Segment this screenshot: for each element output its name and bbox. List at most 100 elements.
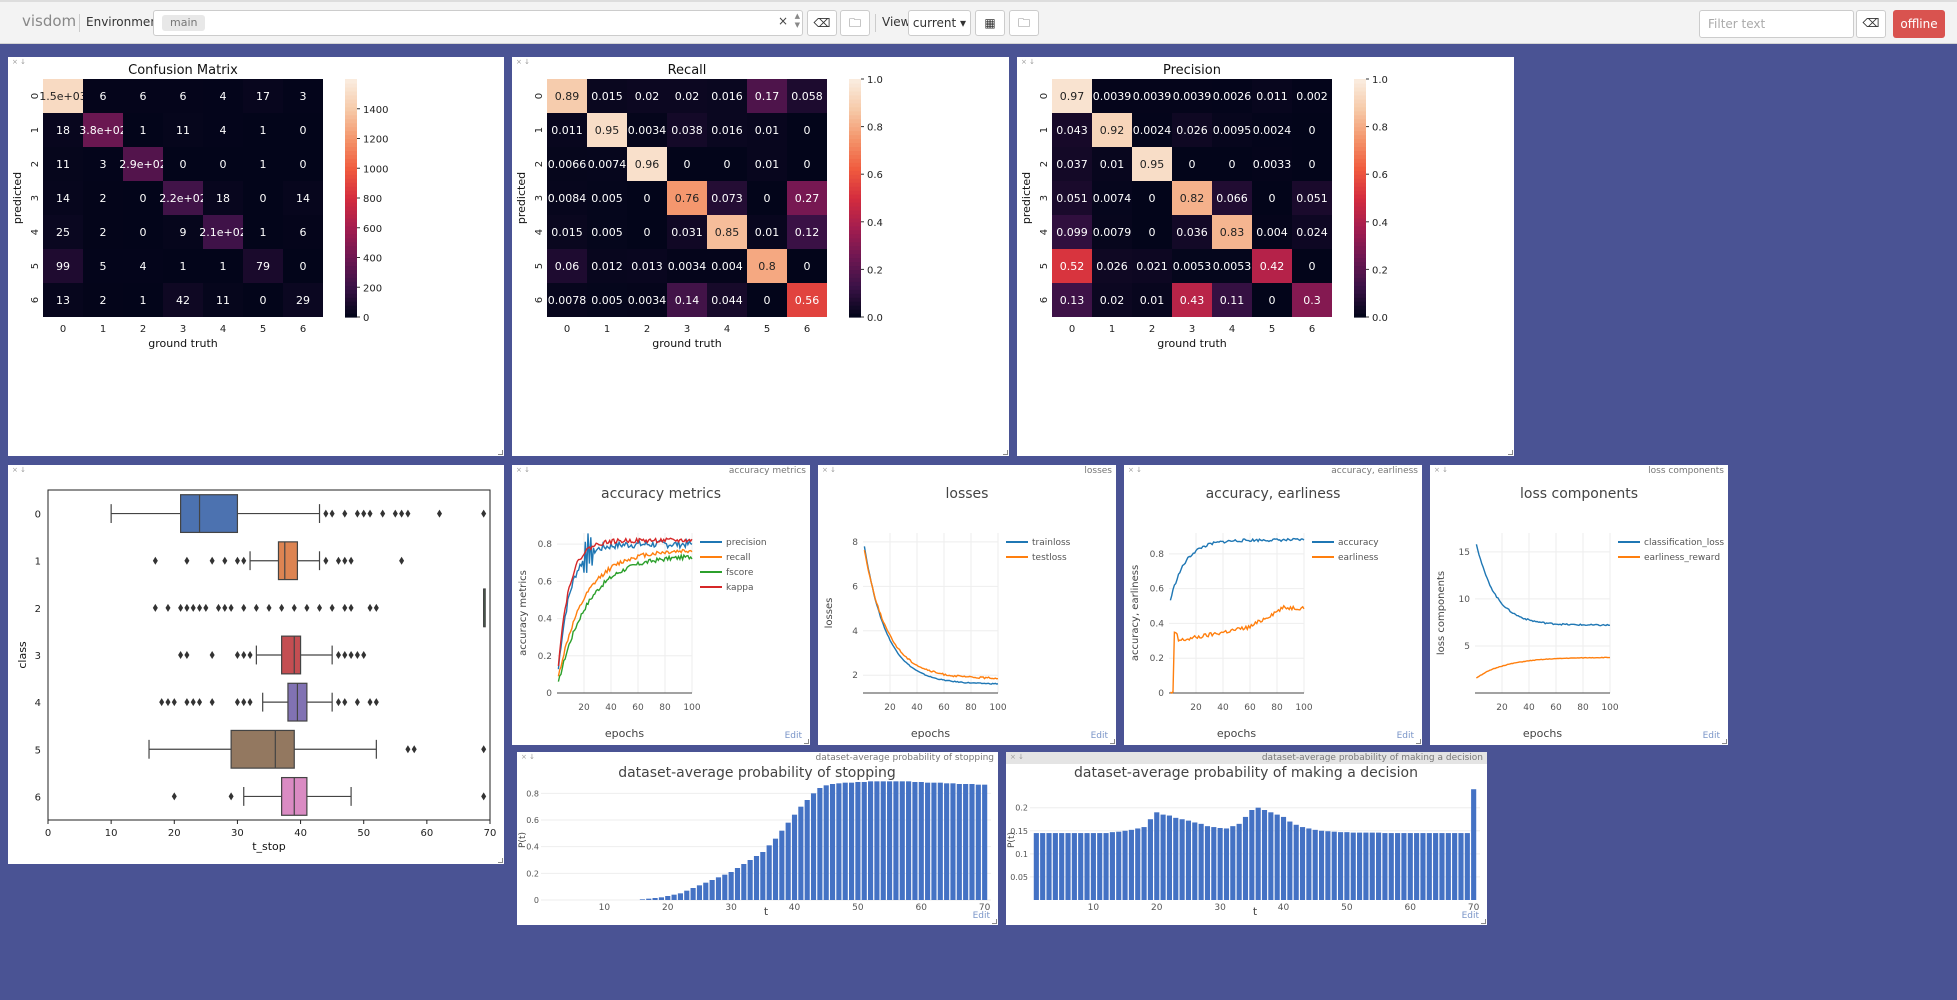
pane-close-icon[interactable]: × ↓ <box>1021 58 1035 66</box>
offline-button[interactable]: offline <box>1893 10 1945 38</box>
bar <box>766 845 772 900</box>
outlier-point <box>234 651 240 659</box>
bar <box>1147 819 1153 900</box>
colorbar-segment <box>345 102 357 108</box>
filter-input[interactable]: Filter text <box>1699 10 1854 38</box>
colorbar-segment <box>849 114 861 120</box>
pane-close-icon[interactable]: × ↓ <box>1010 753 1024 761</box>
pane-close-icon[interactable]: × ↓ <box>1128 466 1142 474</box>
resize-handle[interactable] <box>1416 739 1421 744</box>
spinner-icon[interactable]: ▲ ▼ <box>794 12 800 29</box>
clear-env-button[interactable]: ⌫ <box>807 10 837 36</box>
heatmap-cell <box>163 181 203 215</box>
cell-label: 0.97 <box>1060 90 1085 103</box>
pane-close-icon[interactable]: × ↓ <box>521 753 535 761</box>
bar <box>925 782 931 900</box>
colorbar-segment <box>345 273 357 278</box>
colorbar-segment <box>849 289 861 294</box>
colorbar-segment <box>345 122 357 128</box>
legend-label: kappa <box>726 583 754 593</box>
confusion-matrix-pane: × ↓ Confusion Matrix 1.5e+03 6 6 6 4 17 3 18 3.8e… <box>8 57 504 456</box>
colorbar-segment <box>1354 114 1366 120</box>
x-tick-label: 80 <box>1577 703 1589 713</box>
series-line-testloss <box>863 549 999 680</box>
colorbar-segment <box>1354 150 1366 155</box>
heatmap-cell <box>283 249 323 283</box>
y-tick-label: 0 <box>534 896 539 905</box>
pane-close-icon[interactable]: × ↓ <box>822 466 836 474</box>
edit-link[interactable]: Edit <box>1461 911 1479 921</box>
y-axis-label: predicted <box>11 172 24 224</box>
bar <box>1128 829 1134 900</box>
clear-icon[interactable]: × <box>777 14 788 28</box>
heatmap-cell <box>163 283 203 317</box>
cell-label: 0.0084 <box>548 192 587 205</box>
colorbar-segment <box>849 293 861 298</box>
colorbar-segment <box>345 201 357 207</box>
cell-label: 0.42 <box>1260 260 1285 273</box>
heatmap-cell <box>1212 147 1252 181</box>
x-tick-label: 0 <box>1069 324 1075 335</box>
manage-env-folder-icon[interactable]: 🗀 <box>840 10 870 36</box>
resize-handle[interactable] <box>498 450 503 455</box>
colorbar-segment <box>345 209 357 215</box>
colorbar-segment <box>849 186 861 191</box>
edit-link[interactable]: Edit <box>972 911 990 921</box>
pane-close-icon[interactable]: × ↓ <box>12 466 26 474</box>
outlier-point <box>197 603 203 612</box>
heatmap-cell <box>1292 147 1332 181</box>
resize-handle[interactable] <box>1003 450 1008 455</box>
brand-logo: visdom <box>22 12 77 30</box>
resize-handle[interactable] <box>1110 739 1115 744</box>
environment-tag[interactable]: main <box>162 15 206 31</box>
environment-select[interactable]: main × ▲ ▼ <box>153 10 803 36</box>
x-tick-label: 5 <box>260 324 266 335</box>
resize-handle[interactable] <box>1508 450 1513 455</box>
heatmap-cell <box>707 181 747 215</box>
colorbar-segment <box>1354 170 1366 175</box>
clear-filter-icon[interactable]: ⌫ <box>1856 10 1886 38</box>
edit-link[interactable]: Edit <box>1396 731 1414 741</box>
pane-close-icon[interactable]: × ↓ <box>1434 466 1448 474</box>
x-tick-label: 5 <box>1269 324 1275 335</box>
cell-label: 0.85 <box>715 226 740 239</box>
outlier-point <box>241 556 247 565</box>
x-tick-label: 6 <box>300 324 306 335</box>
x-tick-label: 60 <box>1550 703 1562 713</box>
pane-close-icon[interactable]: × ↓ <box>12 58 26 66</box>
pane-header-bar[interactable] <box>1006 752 1487 764</box>
x-axis-label: epochs <box>605 727 644 740</box>
y-tick-label: 6 <box>35 792 41 803</box>
colorbar-segment <box>1354 241 1366 247</box>
resize-handle[interactable] <box>1722 739 1727 744</box>
pane-close-icon[interactable]: × ↓ <box>516 58 530 66</box>
cell-label: 14 <box>296 192 310 205</box>
edit-link[interactable]: Edit <box>1090 731 1108 741</box>
bar <box>1185 820 1192 900</box>
colorbar-segment <box>849 273 861 278</box>
edit-link[interactable]: Edit <box>1702 731 1720 741</box>
outlier-point <box>436 509 442 518</box>
edit-link[interactable]: Edit <box>784 731 802 741</box>
heatmap-cell <box>163 249 203 283</box>
heatmap-cell <box>667 181 707 215</box>
resize-handle[interactable] <box>498 858 503 863</box>
colorbar-segment <box>1354 138 1366 144</box>
x-tick-label: 60 <box>420 828 433 839</box>
pane-header-title: dataset-average probability of stopping <box>815 753 994 763</box>
pane-close-icon[interactable]: × ↓ <box>516 466 530 474</box>
resize-handle[interactable] <box>1481 919 1486 924</box>
x-tick-label: 50 <box>852 903 864 913</box>
manage-views-folder-icon[interactable]: 🗀 <box>1009 10 1039 36</box>
bar <box>918 782 924 900</box>
view-select[interactable]: current ▾ <box>908 10 971 36</box>
y-tick-label: 0.6 <box>526 816 539 825</box>
colorbar-segment <box>1354 158 1366 163</box>
grid-icon[interactable]: ▦ <box>975 10 1005 36</box>
y-tick-label: 4 <box>30 229 41 235</box>
outlier-point <box>329 509 335 518</box>
cell-label: 11 <box>56 158 70 171</box>
resize-handle[interactable] <box>804 739 809 744</box>
resize-handle[interactable] <box>992 919 997 924</box>
outlier-point <box>190 603 196 612</box>
